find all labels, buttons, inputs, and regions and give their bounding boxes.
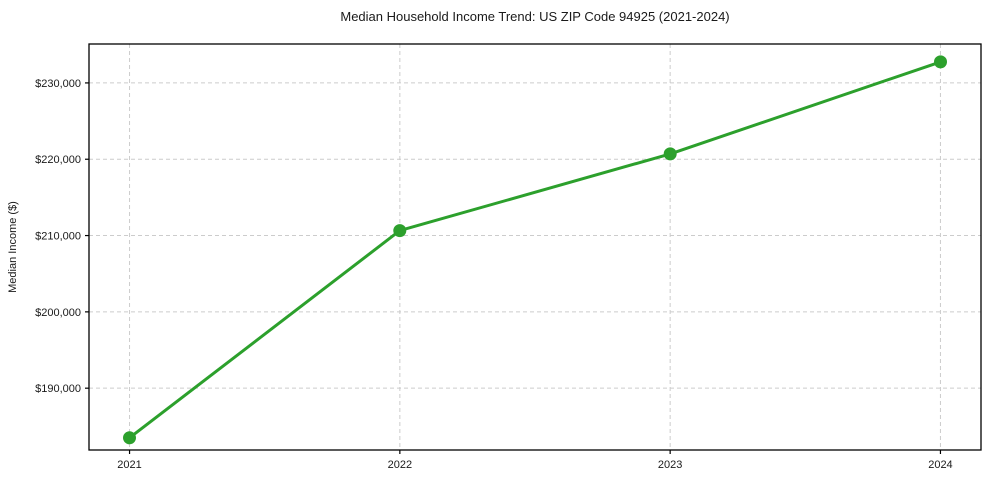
trend-line-median-household-income: [128, 60, 942, 440]
x-tick-label: 2024: [928, 459, 952, 471]
x-tick-label: 2023: [658, 459, 682, 471]
y-tick-label: $190,000: [35, 383, 81, 395]
chart-title: Median Household Income Trend: US ZIP Co…: [340, 9, 729, 24]
y-tick-label: $220,000: [35, 154, 81, 166]
data-point-2022: [393, 224, 407, 238]
ticks-layer: $190,000 $200,000 $210,000 $220,000 $230,000…: [35, 78, 953, 471]
y-tick-label: $210,000: [35, 231, 81, 243]
y-axis-title: Median Income ($): [7, 201, 19, 293]
x-tick-label: 2022: [388, 459, 412, 471]
data-point-2024: [934, 55, 947, 69]
series-layer: [123, 55, 947, 445]
data-point-2021: [123, 431, 136, 445]
plot-border: [88, 43, 982, 451]
y-tick-label: $200,000: [35, 307, 81, 319]
data-point-2023: [663, 147, 677, 161]
gridlines-layer: [89, 44, 981, 450]
x-tick-label: 2021: [117, 459, 141, 471]
y-tick-label: $230,000: [35, 78, 81, 90]
